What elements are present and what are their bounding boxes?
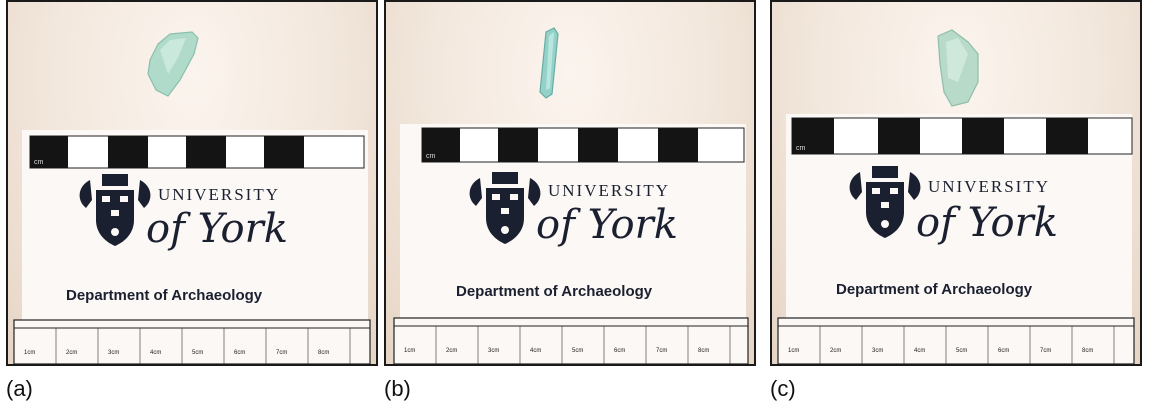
- ruler: 1cm 2cm 3cm 4cm 5cm 6cm 7cm 8cm: [393, 317, 749, 364]
- brand-of-york: of York: [146, 206, 288, 252]
- scale-card: cm UNIVERSITY of York Department of Arch…: [13, 130, 371, 364]
- brand-university: UNIVERSITY: [548, 181, 670, 200]
- checker-strip: cm: [29, 135, 365, 169]
- ruler-label: 8cm: [1082, 348, 1093, 354]
- ruler-label: 3cm: [872, 348, 883, 354]
- scale-card: cm UNIVERSITY of York Department of Arch…: [393, 124, 749, 364]
- ruler: 1cm 2cm 3cm 4cm 5cm 6cm 7cm 8cm: [777, 317, 1135, 364]
- photo-frame-a: cm UNIVERSITY of York Department of Arch…: [6, 0, 378, 366]
- ruler-label: 1cm: [24, 350, 35, 356]
- caption-a: (a): [6, 376, 33, 401]
- photo-frame-c: cm UNIVERSITY of York Department of Arch…: [770, 0, 1142, 366]
- scale-unit-label: cm: [426, 153, 436, 160]
- crest-icon: [79, 174, 151, 246]
- brand-university: UNIVERSITY: [158, 185, 280, 204]
- glass-highlight: [160, 38, 186, 74]
- ruler-label: 2cm: [66, 350, 77, 356]
- ruler-label: 6cm: [614, 348, 625, 354]
- department-label: Department of Archaeology: [456, 283, 653, 300]
- caption-b: (b): [384, 376, 411, 401]
- ruler-label: 8cm: [698, 348, 709, 354]
- photo-c: cm UNIVERSITY of York Department of Arch…: [777, 29, 1135, 364]
- ruler-label: 3cm: [108, 350, 119, 356]
- scale-card: cm UNIVERSITY of York Department of Arch…: [777, 114, 1135, 364]
- panel-c: cm UNIVERSITY of York Department of Arch…: [770, 0, 1142, 401]
- photo-b: cm UNIVERSITY of York Department of Arch…: [393, 27, 749, 364]
- panel-b: cm UNIVERSITY of York Department of Arch…: [384, 0, 756, 401]
- brand-of-york: of York: [536, 202, 678, 248]
- photo-a: cm UNIVERSITY of York Department of Arch…: [13, 31, 371, 364]
- ruler-label: 5cm: [572, 348, 583, 354]
- caption-c: (c): [770, 376, 796, 401]
- ruler-label: 4cm: [530, 348, 541, 354]
- glass-highlight: [946, 38, 968, 82]
- ruler-label: 6cm: [234, 350, 245, 356]
- ruler-label: 2cm: [446, 348, 457, 354]
- department-label: Department of Archaeology: [836, 281, 1033, 298]
- ruler-label: 1cm: [788, 348, 799, 354]
- ruler-label: 1cm: [404, 348, 415, 354]
- ruler-label: 8cm: [318, 350, 329, 356]
- brand-of-york: of York: [916, 200, 1058, 246]
- department-label: Department of Archaeology: [66, 287, 263, 304]
- ruler-label: 2cm: [830, 348, 841, 354]
- crest-icon: [849, 166, 921, 238]
- checker-strip: cm: [791, 117, 1133, 155]
- scale-unit-label: cm: [34, 159, 44, 166]
- ruler-label: 4cm: [150, 350, 161, 356]
- ruler: 1cm 2cm 3cm 4cm 5cm 6cm 7cm 8cm: [13, 319, 371, 364]
- crest-icon: [469, 172, 541, 244]
- ruler-label: 5cm: [956, 348, 967, 354]
- ruler-label: 7cm: [656, 348, 667, 354]
- ruler-label: 7cm: [276, 350, 287, 356]
- brand-university: UNIVERSITY: [928, 177, 1050, 196]
- ruler-label: 3cm: [488, 348, 499, 354]
- ruler-label: 5cm: [192, 350, 203, 356]
- glass-highlight: [546, 32, 554, 90]
- ruler-label: 6cm: [998, 348, 1009, 354]
- checker-strip: cm: [421, 127, 745, 163]
- scale-unit-label: cm: [796, 145, 806, 152]
- ruler-label: 4cm: [914, 348, 925, 354]
- ruler-label: 7cm: [1040, 348, 1051, 354]
- panel-a: cm UNIVERSITY of York Department of Arch…: [6, 0, 378, 401]
- photo-frame-b: cm UNIVERSITY of York Department of Arch…: [384, 0, 756, 366]
